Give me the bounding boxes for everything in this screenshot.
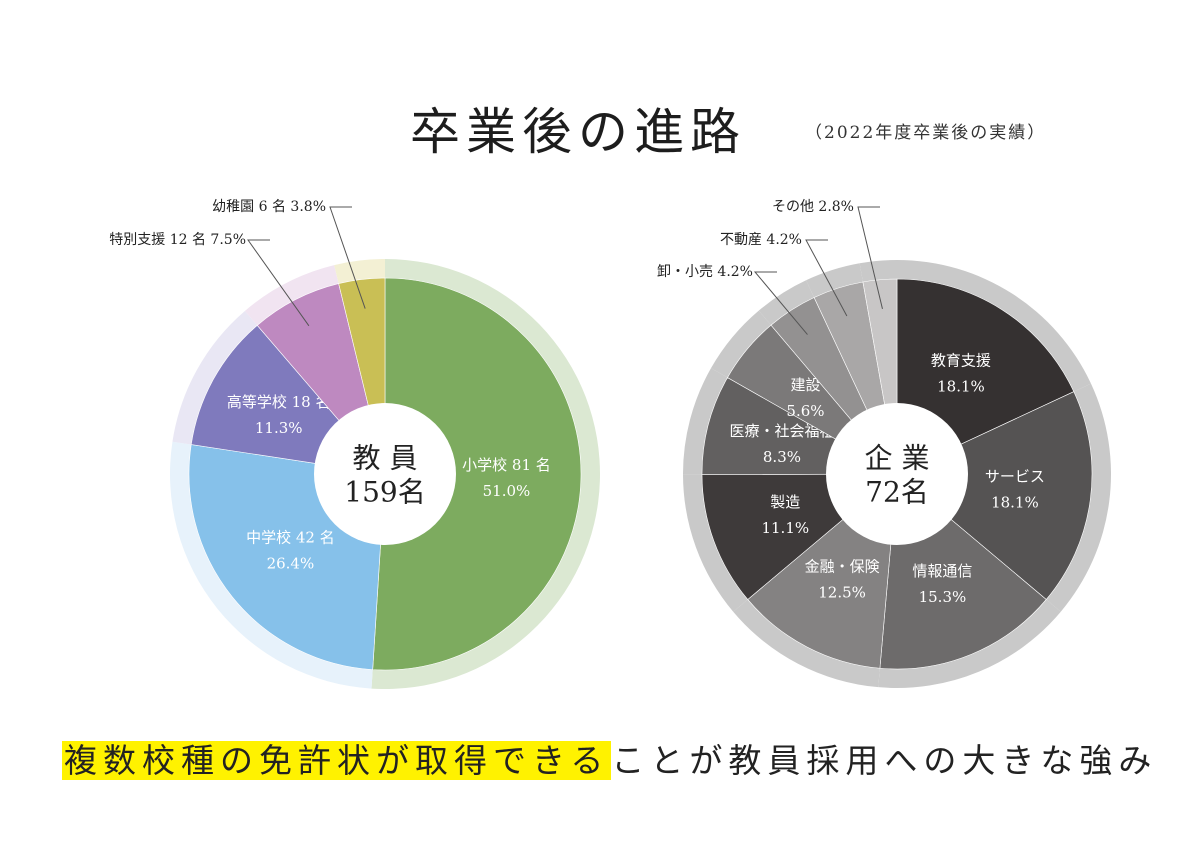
slice-label-0-4: 幼稚園 6 名 3.8% xyxy=(212,199,326,215)
page-subtitle: （2022年度卒業後の実績） xyxy=(805,123,1047,143)
callout-line-1-7 xyxy=(753,271,808,335)
slice-label-0-1: 中学校 42 名 xyxy=(246,528,335,546)
slice-value-1-4: 11.1% xyxy=(761,519,809,537)
center-label-top-1: 企 業 xyxy=(865,442,930,475)
slice-label-0-0: 小学校 81 名 xyxy=(462,456,551,474)
slice-label-0-3: 特別支援 12 名 7.5% xyxy=(109,232,246,248)
ring-segment-1-9 xyxy=(859,260,897,282)
pie-slice-0-0 xyxy=(372,277,582,671)
slice-value-0-0: 51.0% xyxy=(483,482,531,500)
center-label-bottom-0: 159名 xyxy=(344,476,425,509)
ring-segment-0-4 xyxy=(334,259,385,284)
slice-label-1-7: 卸・小売 4.2% xyxy=(657,264,753,280)
slice-label-1-5: 医療・社会福祉 xyxy=(729,422,834,440)
center-hole-1 xyxy=(826,403,968,545)
slice-value-1-2: 15.3% xyxy=(919,588,967,606)
slice-value-1-6: 5.6% xyxy=(786,402,824,420)
ring-segment-0-3 xyxy=(244,265,339,326)
footer-message: 複数校種の免許状が取得できることが教員採用への大きな強み xyxy=(62,734,1157,782)
slice-label-1-9: その他 2.8% xyxy=(772,199,854,215)
slice-value-0-1: 26.4% xyxy=(267,554,315,572)
center-label-bottom-1: 72名 xyxy=(865,476,929,509)
callout-line-1-9 xyxy=(857,206,883,310)
ring-segment-0-1 xyxy=(169,441,373,689)
slice-label-1-0: 教育支援 xyxy=(931,352,991,370)
slice-label-1-4: 製造 xyxy=(770,493,800,511)
footer-highlighted: 複数校種の免許状が取得できる xyxy=(62,741,612,780)
slice-value-0-2: 11.3% xyxy=(255,419,303,437)
slice-label-1-1: サービス xyxy=(985,468,1045,486)
callout-line-1-8 xyxy=(805,239,848,317)
ring-segment-1-2 xyxy=(878,599,1061,688)
footer-rest: ことが教員採用への大きな強み xyxy=(611,741,1158,780)
slice-label-1-6: 建設 xyxy=(790,376,820,394)
callout-line-0-4 xyxy=(329,206,366,309)
ring-segment-1-5 xyxy=(683,368,728,475)
slice-value-1-0: 18.1% xyxy=(937,378,985,396)
slice-label-0-2: 高等学校 18 名 xyxy=(227,393,331,411)
ring-segment-1-6 xyxy=(711,310,772,378)
ring-segment-1-7 xyxy=(758,280,815,326)
ring-segment-1-3 xyxy=(733,599,880,688)
ring-segment-1-8 xyxy=(806,263,863,298)
center-label-top-0: 教 員 xyxy=(353,442,418,475)
slice-value-1-1: 18.1% xyxy=(991,494,1039,512)
center-hole-0 xyxy=(314,403,456,545)
ring-segment-0-2 xyxy=(172,310,258,445)
page-title: 卒業後の進路 xyxy=(410,103,746,161)
slice-label-1-8: 不動産 4.2% xyxy=(720,232,802,248)
slice-label-1-3: 金融・保険 xyxy=(805,558,880,576)
ring-segment-1-0 xyxy=(897,260,1091,392)
slice-value-1-5: 8.3% xyxy=(763,448,801,466)
ring-segment-1-1 xyxy=(1046,383,1112,612)
callout-line-0-3 xyxy=(247,239,310,327)
slice-label-1-2: 情報通信 xyxy=(912,562,972,580)
slice-value-1-3: 12.5% xyxy=(818,584,866,602)
